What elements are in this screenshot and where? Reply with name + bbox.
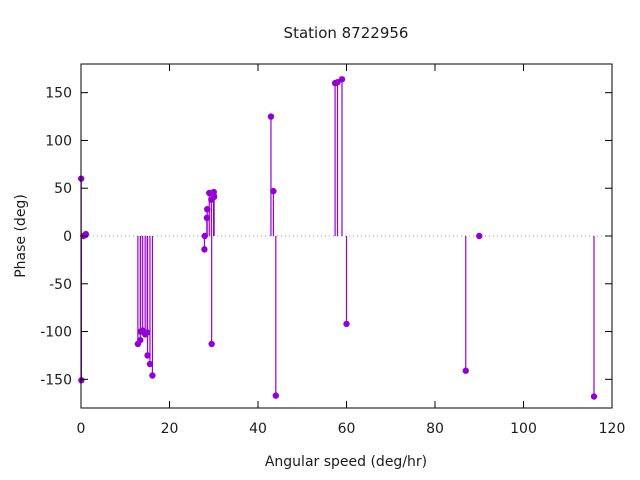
data-point <box>462 367 469 374</box>
data-point <box>203 206 211 213</box>
x-tick-label: 40 <box>249 421 267 437</box>
y-tick-label: -50 <box>49 277 72 293</box>
x-tick-label: 0 <box>77 421 86 437</box>
data-point <box>210 193 218 201</box>
data-point <box>203 214 211 222</box>
y-tick-label: -150 <box>40 372 72 388</box>
data-point <box>201 246 208 253</box>
chart-title: Station 8722956 <box>284 24 409 42</box>
x-tick-label: 100 <box>510 421 537 437</box>
data-point <box>146 360 154 368</box>
data-point <box>338 76 346 83</box>
x-tick-label: 20 <box>161 421 179 437</box>
data-point <box>267 113 275 120</box>
y-tick-label: 50 <box>54 181 72 197</box>
data-point <box>149 372 156 379</box>
data-point <box>137 336 144 344</box>
data-point <box>272 392 280 399</box>
data-point <box>144 352 151 359</box>
data-point <box>343 320 350 328</box>
y-tick-label: -100 <box>40 325 72 341</box>
data-point <box>590 393 598 400</box>
data-point <box>210 188 217 196</box>
y-tick-label: 0 <box>63 229 72 245</box>
plot-area: 0 20 40 60 80 100 120 -150 -100 -50 0 50 100 150 <box>40 63 626 437</box>
x-tick-label: 120 <box>599 421 626 437</box>
data-point <box>270 187 277 195</box>
y-axis-label: Phase (deg) <box>13 194 29 278</box>
data-point <box>208 340 215 348</box>
x-axis-label: Angular speed (deg/hr) <box>265 454 427 470</box>
data-point <box>476 232 483 240</box>
y-tick-label: 150 <box>45 86 72 102</box>
x-tick-label: 80 <box>426 421 444 437</box>
data-point <box>143 329 151 336</box>
y-tick-label: 100 <box>45 133 72 149</box>
data-point <box>201 232 208 240</box>
x-tick-label: 60 <box>338 421 356 437</box>
